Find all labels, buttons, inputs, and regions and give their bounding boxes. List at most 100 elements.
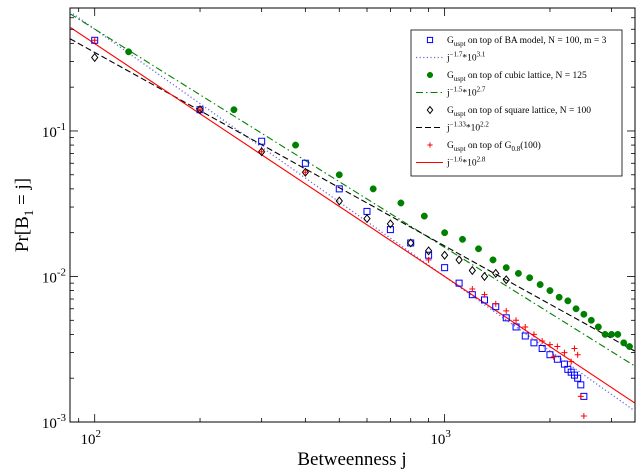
point-diamond xyxy=(468,265,477,276)
data-markers xyxy=(91,36,633,419)
point-circle xyxy=(489,256,497,264)
point-plus xyxy=(425,256,432,263)
point-circle xyxy=(369,185,377,193)
legend: Guspt on top of BA model, N = 100, m = 3… xyxy=(410,29,623,177)
point-circle xyxy=(626,343,633,350)
point-circle xyxy=(125,48,133,56)
point-square xyxy=(512,323,520,331)
point-square xyxy=(530,339,538,347)
point-circle xyxy=(608,330,616,338)
point-plus xyxy=(539,338,546,345)
point-diamond xyxy=(424,246,433,256)
point-circle xyxy=(594,323,602,331)
legend-swatch-marker xyxy=(427,142,433,148)
point-square xyxy=(538,344,546,352)
point-circle xyxy=(526,274,534,282)
point-plus xyxy=(568,358,575,365)
point-square xyxy=(502,314,510,322)
legend-entry: j−1.33*102.2 xyxy=(446,121,489,134)
point-square xyxy=(553,355,561,363)
point-diamond xyxy=(480,271,489,282)
point-plus xyxy=(481,291,488,298)
point-circle xyxy=(335,171,343,179)
legend-box xyxy=(410,29,623,177)
point-diamond xyxy=(91,52,99,63)
point-square xyxy=(386,226,394,234)
fit-line-dashdot xyxy=(70,13,635,367)
point-plus xyxy=(513,317,520,324)
point-plus xyxy=(580,412,587,419)
point-square xyxy=(577,381,585,389)
point-diamond xyxy=(386,219,395,229)
point-circle xyxy=(546,287,554,295)
legend-entry: Guspt on top of cubic lattice, N = 125 xyxy=(447,70,587,83)
axis-ticks xyxy=(70,8,635,423)
point-circle xyxy=(420,212,428,220)
point-plus xyxy=(554,343,561,350)
point-plus xyxy=(574,351,581,358)
legend-swatch-marker xyxy=(426,105,434,115)
legend-entry: Guspt on top of BA model, N = 100, m = 3 xyxy=(447,35,607,48)
point-circle xyxy=(614,330,622,338)
point-plus xyxy=(546,341,553,348)
point-plus xyxy=(492,300,499,307)
point-circle xyxy=(572,305,580,313)
y-axis-label: Pr[B1 = j] xyxy=(12,178,36,252)
point-plus xyxy=(258,148,265,155)
point-diamond xyxy=(335,196,343,206)
point-plus xyxy=(469,286,476,293)
point-circle xyxy=(620,339,628,347)
y-tick-label: 10-1 xyxy=(42,121,66,141)
point-square xyxy=(574,374,582,382)
point-circle xyxy=(502,264,510,272)
point-diamond xyxy=(301,167,310,177)
legend-entry: Guspt on top of G0.8(100) xyxy=(447,140,541,153)
point-diamond xyxy=(363,213,371,224)
fit-line-solid xyxy=(70,26,635,404)
point-square xyxy=(441,264,449,272)
point-plus xyxy=(577,393,584,400)
point-circle xyxy=(459,235,466,243)
point-square xyxy=(546,351,554,359)
point-circle xyxy=(555,293,563,301)
fit-line-dotted xyxy=(70,11,635,412)
x-tick-label: 103 xyxy=(430,428,451,448)
point-circle xyxy=(397,199,405,207)
fit-lines xyxy=(70,11,635,412)
legend-swatch-marker xyxy=(426,71,434,79)
point-diamond xyxy=(196,105,204,115)
point-circle xyxy=(475,245,482,253)
point-square xyxy=(258,137,266,145)
x-axis-label: Betweenness j xyxy=(297,449,406,470)
point-circle xyxy=(601,330,609,338)
point-plus xyxy=(503,307,510,314)
point-circle xyxy=(514,269,522,277)
point-plus xyxy=(302,169,309,176)
point-diamond xyxy=(440,250,449,260)
point-circle xyxy=(580,310,588,318)
legend-entry: j−1.7*103.1 xyxy=(446,51,486,64)
point-diamond xyxy=(455,255,463,265)
point-circle xyxy=(536,281,544,289)
point-diamond xyxy=(257,147,266,157)
point-circle xyxy=(292,141,300,149)
point-diamond xyxy=(407,238,415,248)
y-tick-label: 10-2 xyxy=(42,266,66,286)
point-diamond xyxy=(492,268,500,279)
point-square xyxy=(335,185,343,193)
point-square xyxy=(455,279,463,287)
point-circle xyxy=(230,106,238,114)
point-circle xyxy=(441,229,449,237)
point-plus xyxy=(522,323,529,330)
point-square xyxy=(521,332,529,340)
point-square xyxy=(301,159,309,167)
legend-entry: j−1.5*102.7 xyxy=(446,86,486,99)
point-diamond xyxy=(502,275,510,285)
axis-tick-labels: 102 103 10-3 10-2 10-1 xyxy=(42,121,452,448)
point-circle xyxy=(564,297,572,305)
point-plus xyxy=(197,106,204,113)
point-plus xyxy=(571,345,578,352)
point-plus xyxy=(550,353,557,360)
point-plus xyxy=(561,349,568,356)
